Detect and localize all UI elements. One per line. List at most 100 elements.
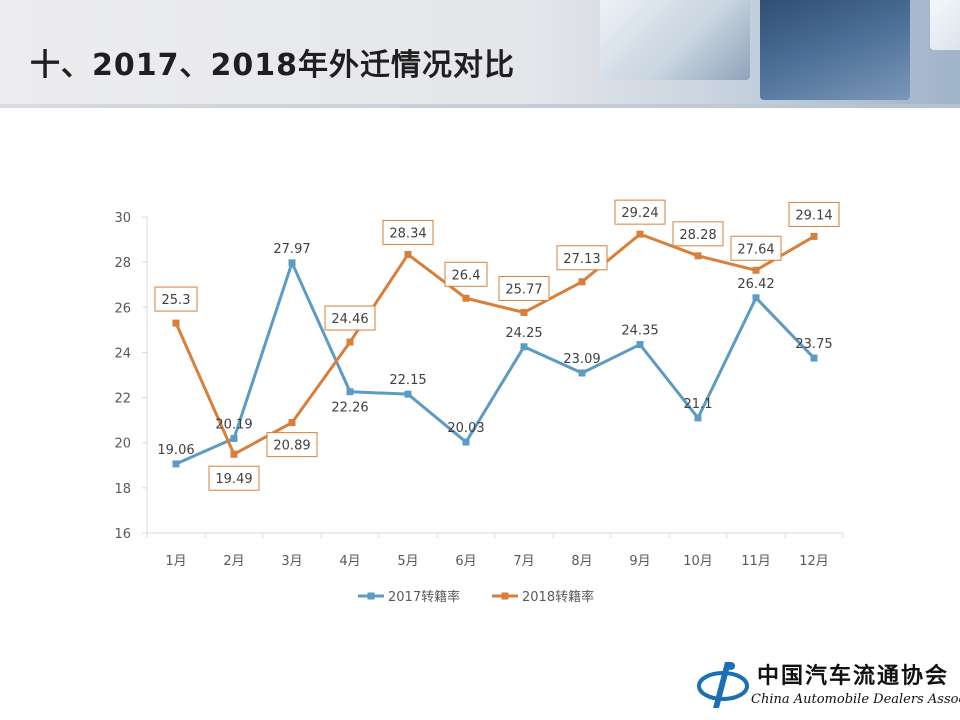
- data-point: [810, 232, 818, 240]
- data-label: 27.13: [563, 252, 600, 267]
- y-tick-label: 18: [114, 482, 131, 497]
- data-label-box: [444, 261, 488, 287]
- legend-marker: [501, 592, 509, 600]
- data-label: 20.03: [447, 421, 484, 436]
- logo-name-en: China Automobile Dealers Association: [751, 692, 960, 707]
- data-label: 29.14: [795, 208, 832, 223]
- data-label: 19.06: [157, 443, 194, 458]
- x-tick-label: 2月: [223, 554, 244, 569]
- data-label: 28.28: [679, 228, 716, 243]
- data-label: 26.42: [737, 277, 774, 292]
- page-title: 十、2017、2018年外迁情况对比: [30, 48, 515, 83]
- header-divider: [0, 104, 960, 108]
- logo-name-cn: 中国汽车流通协会: [757, 663, 950, 689]
- data-label-box: [266, 432, 318, 458]
- x-tick-label: 5月: [397, 554, 418, 569]
- decor-cube: [930, 0, 960, 50]
- data-point: [636, 341, 644, 349]
- data-point: [346, 338, 354, 346]
- data-label: 26.4: [452, 268, 481, 283]
- data-label-box: [498, 275, 550, 301]
- data-point: [462, 438, 470, 446]
- y-tick-label: 28: [114, 256, 131, 271]
- data-label-box: [556, 245, 608, 271]
- association-logo: 中国汽车流通协会 China Automobile Dealers Associ…: [695, 652, 960, 716]
- y-tick-label: 26: [114, 301, 131, 316]
- data-point: [404, 390, 412, 398]
- x-tick-label: 10月: [683, 554, 713, 569]
- data-point: [404, 250, 412, 258]
- data-label: 22.15: [389, 373, 426, 388]
- data-point: [172, 460, 180, 468]
- data-point: [636, 230, 644, 238]
- data-label: 28.34: [389, 226, 426, 241]
- x-tick-label: 9月: [629, 554, 650, 569]
- data-label: 27.64: [737, 242, 774, 257]
- data-point: [694, 252, 702, 260]
- data-point: [462, 294, 470, 302]
- y-tick-label: 24: [114, 346, 131, 361]
- data-label: 29.24: [621, 206, 658, 221]
- data-point: [288, 259, 296, 267]
- y-tick-label: 16: [114, 527, 131, 542]
- data-point: [520, 343, 528, 351]
- data-label-box: [208, 465, 260, 491]
- data-label-box: [382, 219, 434, 245]
- data-label: 24.35: [621, 324, 658, 339]
- data-label: 25.3: [162, 293, 191, 308]
- decor-cube: [760, 0, 910, 100]
- data-label: 25.77: [505, 282, 542, 297]
- data-label: 20.89: [273, 439, 310, 454]
- x-tick-label: 4月: [339, 554, 360, 569]
- chart-axes: 16 18 20 22 24 26 28 30 1月 2月 3月 4月 5月 6月 7月 8月 9月 10月 11月…: [114, 211, 844, 569]
- data-point: [230, 434, 238, 442]
- data-label: 23.09: [563, 352, 600, 367]
- data-label: 19.49: [215, 472, 252, 487]
- chart-data-labels: 19.06 20.19 27.97 22.26 22.15 20.03 24.25 23.09…: [154, 199, 840, 491]
- data-label: 23.75: [795, 337, 832, 352]
- data-label: 27.97: [273, 242, 310, 257]
- y-tick-label: 20: [114, 437, 131, 452]
- data-label-box: [154, 286, 198, 312]
- x-tick-label: 12月: [799, 554, 829, 569]
- data-label-box: [788, 201, 840, 227]
- data-point: [578, 369, 586, 377]
- data-point: [520, 308, 528, 316]
- legend-marker: [367, 592, 375, 600]
- data-label: 21.1: [684, 397, 713, 412]
- data-point: [752, 266, 760, 274]
- data-label: 24.25: [505, 326, 542, 341]
- series-line-2017转籍率: [175, 261, 816, 466]
- legend-entry: 2018转籍率: [522, 589, 594, 605]
- data-label-box: [324, 305, 376, 331]
- decor-cube: [600, 0, 750, 80]
- header-banner: 十、2017、2018年外迁情况对比: [0, 0, 960, 104]
- legend-entry: 2017转籍率: [388, 589, 460, 605]
- x-tick-label: 1月: [165, 554, 186, 569]
- data-point: [752, 294, 760, 302]
- cada-logo-icon: [697, 662, 749, 708]
- data-label: 24.46: [331, 312, 368, 327]
- data-label-box: [614, 199, 666, 225]
- data-point: [230, 450, 238, 458]
- chart-legend: 2017转籍率 2018转籍率: [358, 589, 594, 605]
- y-tick-label: 22: [114, 392, 131, 407]
- series-line-2018转籍率: [174, 232, 815, 456]
- x-tick-label: 3月: [281, 554, 302, 569]
- chart-lines: [172, 230, 818, 468]
- y-tick-label: 30: [114, 211, 131, 226]
- data-point: [172, 319, 180, 327]
- data-label: 22.26: [331, 401, 368, 416]
- data-point: [810, 354, 818, 362]
- x-tick-label: 8月: [571, 554, 592, 569]
- data-point: [694, 414, 702, 422]
- x-tick-label: 11月: [741, 554, 771, 569]
- data-label-box: [730, 235, 782, 261]
- data-label: 20.19: [215, 417, 252, 432]
- data-point: [288, 419, 296, 427]
- data-point: [346, 388, 354, 396]
- data-label-box: [672, 221, 724, 247]
- data-point: [578, 278, 586, 286]
- x-tick-label: 6月: [455, 554, 476, 569]
